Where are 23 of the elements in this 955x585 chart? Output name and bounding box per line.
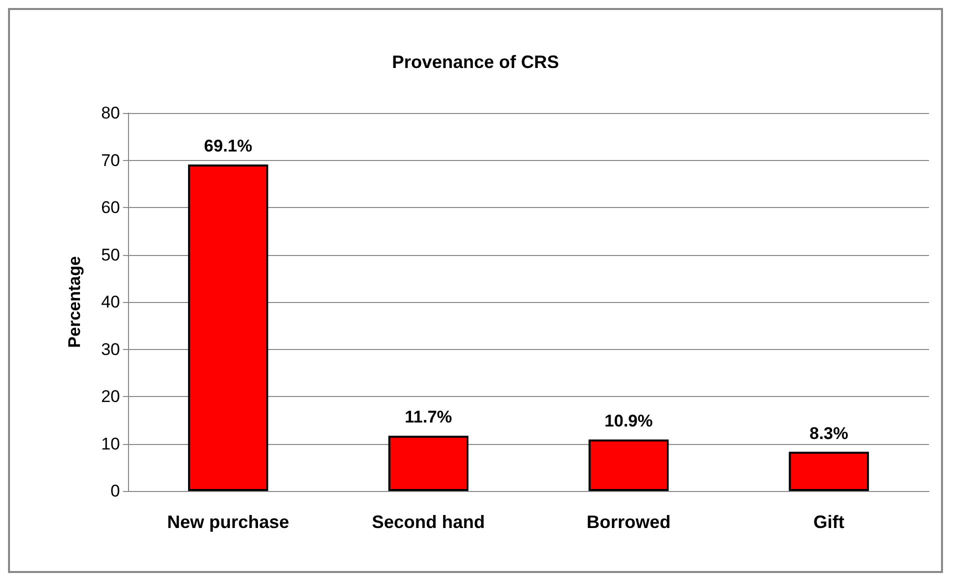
- y-tick-label: 0: [110, 482, 120, 500]
- y-tick-label: 10: [101, 434, 120, 454]
- x-tick-label: Second hand: [372, 512, 485, 532]
- y-tick-label: 70: [101, 150, 120, 170]
- bar: [388, 436, 468, 491]
- bar: [188, 164, 268, 491]
- data-label: 69.1%: [204, 136, 252, 156]
- data-label: 11.7%: [404, 408, 452, 427]
- y-tick-label: 60: [101, 198, 120, 217]
- x-tick-label: New purchase: [167, 512, 290, 532]
- y-axis-title: Percentage: [65, 256, 84, 348]
- y-tick-label: 20: [101, 387, 120, 406]
- chart-title: Provenance of CRS: [392, 52, 560, 72]
- data-label: 8.3%: [810, 424, 848, 443]
- y-tick-label: 80: [101, 104, 120, 122]
- y-tick-label: 40: [101, 292, 120, 312]
- bar: [588, 440, 669, 491]
- x-tick-label: Gift: [813, 512, 844, 532]
- y-tick-label: 30: [101, 340, 120, 359]
- y-tick-label: 50: [101, 245, 120, 264]
- bar: [788, 452, 869, 491]
- data-label: 10.9%: [604, 411, 653, 430]
- x-tick-label: Borrowed: [586, 512, 671, 532]
